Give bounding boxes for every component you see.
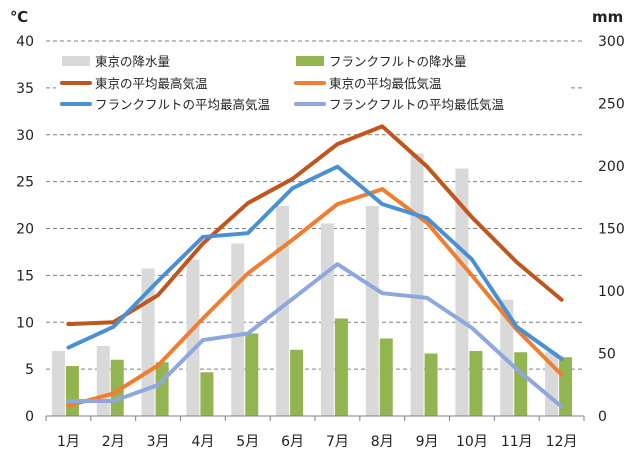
y-right-unit: mm — [592, 8, 623, 26]
x-tick-label: 9月 — [416, 434, 439, 450]
legend-swatch-bar — [62, 56, 90, 66]
legend-label: 東京の平均最低気温 — [329, 76, 442, 91]
bar — [155, 362, 169, 416]
bar — [379, 338, 393, 416]
legend-label: フランクフルトの降水量 — [329, 54, 467, 69]
y-right-tick-label: 50 — [598, 347, 616, 363]
bar — [334, 318, 348, 416]
y-right-tick-label: 100 — [598, 284, 625, 300]
series-line — [66, 187, 564, 408]
y-left-unit: ℃ — [10, 8, 28, 26]
bar — [455, 168, 469, 416]
x-tick-label: 11月 — [501, 434, 533, 450]
y-left-tick-label: 35 — [16, 81, 34, 97]
x-tick-label: 12月 — [546, 434, 578, 450]
bar — [51, 351, 65, 416]
legend-label: フランクフルトの平均最低気温 — [329, 97, 505, 112]
series-line — [66, 262, 564, 409]
bar — [365, 206, 379, 416]
axes: 1月 2月 3月 4月 5月 6月 7月 8月 9月 10月 11月 12月 0 5 10 15 20 25 30 3… — [10, 8, 625, 450]
y-left-tick-label: 30 — [16, 128, 34, 144]
y-left-tick-label: 15 — [16, 268, 34, 284]
y-left-tick-label: 10 — [16, 315, 34, 331]
bar — [559, 357, 573, 416]
x-tick-label: 6月 — [281, 434, 304, 450]
y-left-tick-label: 0 — [25, 409, 34, 425]
bar — [65, 366, 79, 416]
legend-label: 東京の平均最高気温 — [95, 76, 208, 91]
x-tick-label: 2月 — [102, 434, 125, 450]
bar — [186, 259, 200, 416]
series-line — [66, 124, 564, 327]
bar — [200, 372, 214, 416]
y-right-tick-label: 150 — [598, 222, 625, 238]
y-left-tick-label: 25 — [16, 175, 34, 191]
x-tick-label: 5月 — [236, 434, 259, 450]
y-right-tick-label: 300 — [598, 34, 625, 50]
y-left-tick-label: 20 — [16, 222, 34, 238]
bar — [410, 153, 424, 416]
bar — [424, 353, 438, 416]
x-tick-label: 3月 — [147, 434, 170, 450]
x-tick-label: 4月 — [191, 434, 214, 450]
x-tick-label: 8月 — [371, 434, 394, 450]
x-tick-label: 1月 — [57, 434, 80, 450]
legend-label: 東京の降水量 — [95, 54, 170, 69]
bar — [276, 206, 290, 416]
bar — [245, 333, 259, 416]
y-left-tick-label: 5 — [25, 362, 34, 378]
x-tick-label: 7月 — [326, 434, 349, 450]
y-right-tick-label: 250 — [598, 97, 625, 113]
legend-swatch-bar — [296, 56, 324, 66]
y-right-tick-label: 200 — [598, 159, 625, 175]
x-tick-label: 10月 — [456, 434, 488, 450]
bar — [96, 346, 110, 416]
y-left-tick-label: 40 — [16, 34, 34, 50]
bar — [231, 243, 245, 416]
series-line — [66, 164, 564, 361]
legend-label: フランクフルトの平均最高気温 — [95, 97, 271, 112]
line-series-group — [66, 124, 564, 409]
bar — [469, 351, 483, 416]
bar — [320, 223, 334, 416]
bar — [290, 349, 304, 416]
y-right-tick-label: 0 — [598, 409, 607, 425]
bar — [514, 352, 528, 416]
